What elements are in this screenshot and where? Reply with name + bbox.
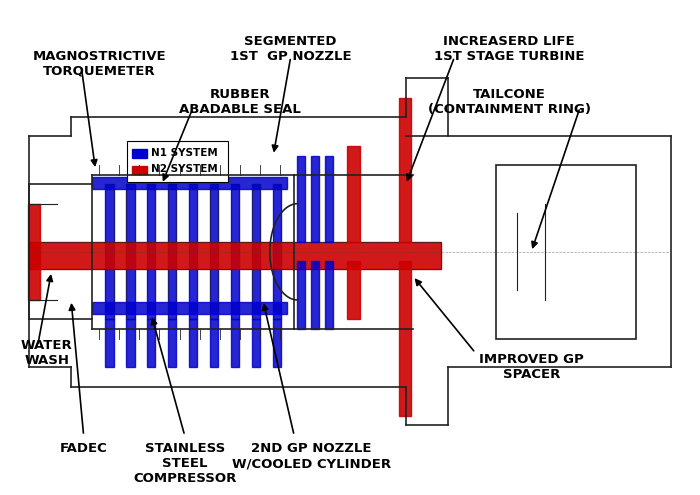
Bar [147,319,155,367]
Bar [231,185,239,319]
Bar [311,155,319,242]
Bar [105,185,113,319]
Bar [272,185,281,319]
Bar [252,319,260,367]
Text: INCREASERD LIFE
1ST STAGE TURBINE: INCREASERD LIFE 1ST STAGE TURBINE [434,35,584,63]
Bar [399,98,412,242]
Bar [231,319,239,367]
Bar [168,185,176,319]
Bar [126,185,134,319]
Text: SEGMENTED
1ST  GP NOZZLE: SEGMENTED 1ST GP NOZZLE [230,35,351,63]
Bar [210,185,218,319]
Bar [189,319,197,367]
Bar [346,261,360,319]
Bar [325,155,333,242]
Bar [252,185,260,319]
Text: MAGNOSTRICTIVE
TORQUEMETER: MAGNOSTRICTIVE TORQUEMETER [33,50,167,78]
Bar [92,177,287,189]
Bar [210,319,218,367]
Bar [92,302,287,314]
Bar [231,185,239,319]
Text: STAINLESS
STEEL
COMPRESSOR: STAINLESS STEEL COMPRESSOR [133,442,237,485]
Bar [126,319,134,367]
Text: FADEC: FADEC [60,442,108,455]
Bar [252,185,260,319]
Bar [29,242,440,269]
Bar [325,261,333,329]
Bar [29,242,440,269]
Bar [399,261,412,416]
Bar [147,185,155,319]
Bar [168,185,176,319]
Bar [147,185,155,319]
Bar [127,141,228,182]
Bar [189,185,197,319]
Bar [272,185,281,319]
Bar [105,319,113,367]
Bar [189,185,197,319]
Text: RUBBER
ABADABLE SEAL: RUBBER ABADABLE SEAL [179,88,301,116]
Bar [132,149,147,158]
Bar [311,261,319,329]
Bar [297,155,305,242]
Bar [496,165,636,339]
Text: WATER
WASH: WATER WASH [21,339,73,366]
Bar [105,185,113,319]
Bar [346,146,360,242]
Bar [210,185,218,319]
Text: N2 SYSTEM: N2 SYSTEM [151,164,218,174]
Text: N1 SYSTEM: N1 SYSTEM [151,148,218,158]
Bar [168,319,176,367]
Bar [132,166,147,174]
Bar [272,319,281,367]
Text: TAILCONE
(CONTAINMENT RING): TAILCONE (CONTAINMENT RING) [428,88,591,116]
Bar [126,185,134,319]
Bar [297,261,305,329]
Text: 2ND GP NOZZLE
W/COOLED CYLINDER: 2ND GP NOZZLE W/COOLED CYLINDER [232,442,391,470]
Text: IMPROVED GP
SPACER: IMPROVED GP SPACER [479,353,584,381]
Bar [28,203,41,300]
